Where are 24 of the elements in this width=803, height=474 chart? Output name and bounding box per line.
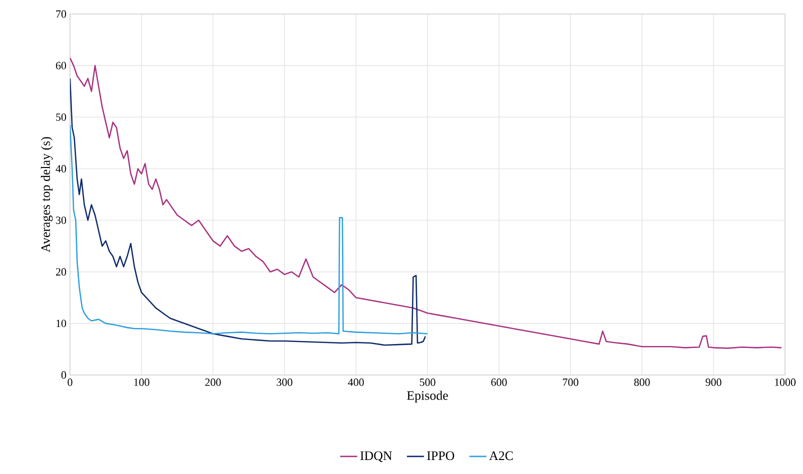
x-tick-label: 200 (205, 378, 221, 386)
y-tick-label: 10 (56, 320, 66, 328)
x-tick-label: 0 (68, 378, 72, 386)
x-tick-label: 1000 (775, 378, 796, 386)
x-tick-label: 700 (563, 378, 578, 386)
x-axis-title: Episode (407, 390, 448, 402)
legend-label: IPPO (427, 451, 454, 460)
x-tick-label: 100 (134, 378, 150, 386)
x-tick-label: 900 (706, 378, 722, 386)
y-tick-label: 30 (56, 216, 66, 224)
y-tick-label: 0 (61, 371, 66, 379)
y-tick-label: 40 (56, 165, 66, 172)
x-tick-label: 500 (420, 378, 436, 386)
y-tick-label: 50 (56, 113, 66, 121)
y-axis-title: Averages top delay (s) (40, 137, 53, 252)
legend-label: A2C (489, 451, 513, 460)
legend-label: IDQN (360, 451, 392, 462)
x-tick-label: 600 (491, 378, 507, 386)
x-tick-label: 400 (348, 378, 364, 386)
y-tick-label: 70 (56, 10, 66, 18)
x-tick-label: 300 (276, 378, 292, 386)
y-tick-label: 20 (56, 268, 66, 276)
y-tick-label: 60 (56, 62, 66, 70)
x-tick-label: 800 (634, 378, 650, 386)
